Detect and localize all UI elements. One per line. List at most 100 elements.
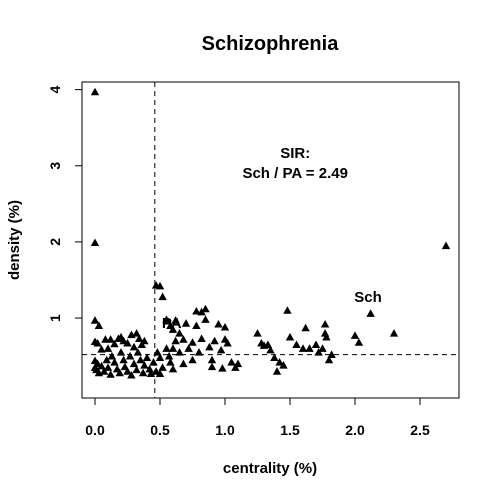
data-point — [168, 364, 178, 373]
data-point — [216, 345, 226, 354]
data-point — [266, 345, 275, 354]
reference-lines — [82, 82, 459, 398]
data-point — [90, 238, 100, 247]
data-point — [205, 342, 214, 351]
data-point — [231, 363, 240, 371]
data-point — [201, 304, 210, 313]
data-point — [119, 355, 128, 364]
data-point — [164, 351, 174, 360]
data-point — [107, 351, 117, 360]
annotation-text: Sch — [354, 289, 382, 306]
data-point — [158, 292, 167, 301]
data-point — [223, 338, 232, 347]
data-point — [162, 344, 171, 352]
data-point — [201, 315, 210, 323]
data-point — [168, 325, 178, 333]
data-point — [263, 340, 273, 349]
data-point — [158, 363, 167, 371]
annotations: SIR: Sch / PA = 2.49 Sch PA — [162, 145, 382, 332]
data-point — [366, 309, 375, 317]
data-point — [188, 355, 197, 364]
data-point — [354, 338, 364, 346]
data-point — [97, 361, 106, 370]
annotation-text: PA — [162, 315, 182, 332]
data-point — [166, 358, 175, 366]
y-tick-label: 4 — [47, 86, 63, 94]
y-tick-label: 2 — [47, 238, 63, 246]
data-point — [298, 344, 308, 352]
data-point — [179, 359, 188, 368]
data-point — [301, 323, 310, 332]
data-point — [270, 353, 279, 362]
data-points — [90, 87, 451, 379]
data-point — [140, 336, 149, 345]
data-point — [194, 348, 204, 356]
data-point — [311, 340, 321, 349]
data-point — [137, 340, 146, 349]
data-point — [272, 367, 282, 375]
data-point — [220, 322, 230, 331]
data-point — [320, 319, 330, 328]
data-point — [441, 241, 451, 250]
data-point — [207, 355, 217, 364]
data-point — [103, 344, 113, 352]
data-point — [94, 321, 104, 330]
x-tick-label: 0.5 — [150, 422, 170, 438]
data-point — [129, 359, 139, 368]
data-point — [153, 348, 162, 356]
data-point — [192, 306, 201, 315]
data-point — [97, 345, 106, 353]
data-point — [90, 316, 100, 324]
y-tick-label: 3 — [47, 162, 63, 170]
annotation-text: SIR: — [280, 145, 310, 162]
data-point — [171, 336, 180, 345]
data-point — [146, 369, 156, 377]
data-point — [275, 358, 284, 366]
data-point — [132, 329, 141, 337]
data-point — [227, 358, 236, 366]
y-tick-label: 1 — [47, 314, 63, 322]
data-point — [155, 369, 165, 377]
data-point — [140, 361, 149, 369]
data-point — [214, 319, 223, 328]
x-tick-label: 1.5 — [280, 422, 300, 438]
data-point — [168, 344, 178, 352]
data-point — [106, 370, 115, 378]
x-axis: 0.0 0.5 1.0 1.5 2.0 2.5 — [85, 398, 430, 438]
data-point — [179, 335, 188, 343]
data-point — [136, 355, 145, 364]
data-point — [327, 350, 336, 358]
chart-title: Schizophrenia — [202, 33, 340, 55]
data-point — [138, 368, 148, 377]
data-point — [279, 361, 288, 369]
data-point — [314, 348, 323, 356]
data-point — [210, 336, 219, 345]
data-point — [162, 315, 171, 323]
data-point — [292, 340, 301, 349]
data-point — [90, 87, 100, 96]
data-point — [324, 355, 334, 364]
data-point — [218, 364, 227, 372]
data-point — [127, 370, 136, 379]
x-axis-label: centrality (%) — [223, 460, 317, 477]
data-point — [350, 331, 360, 339]
x-tick-label: 0.0 — [85, 422, 105, 438]
data-point — [233, 359, 243, 368]
plot-frame — [81, 81, 460, 399]
data-point — [135, 334, 144, 342]
data-point — [389, 329, 399, 337]
data-point — [175, 348, 184, 356]
data-point — [181, 319, 191, 327]
data-point — [188, 338, 197, 346]
x-tick-label: 1.0 — [215, 422, 235, 438]
data-point — [285, 332, 295, 341]
data-point — [305, 344, 314, 352]
data-point — [184, 344, 193, 352]
data-point — [110, 339, 119, 348]
x-tick-label: 2.0 — [345, 422, 365, 438]
data-point — [145, 364, 154, 373]
data-point — [99, 367, 109, 375]
data-point — [125, 351, 135, 360]
data-point — [197, 334, 206, 342]
data-point — [116, 348, 126, 356]
